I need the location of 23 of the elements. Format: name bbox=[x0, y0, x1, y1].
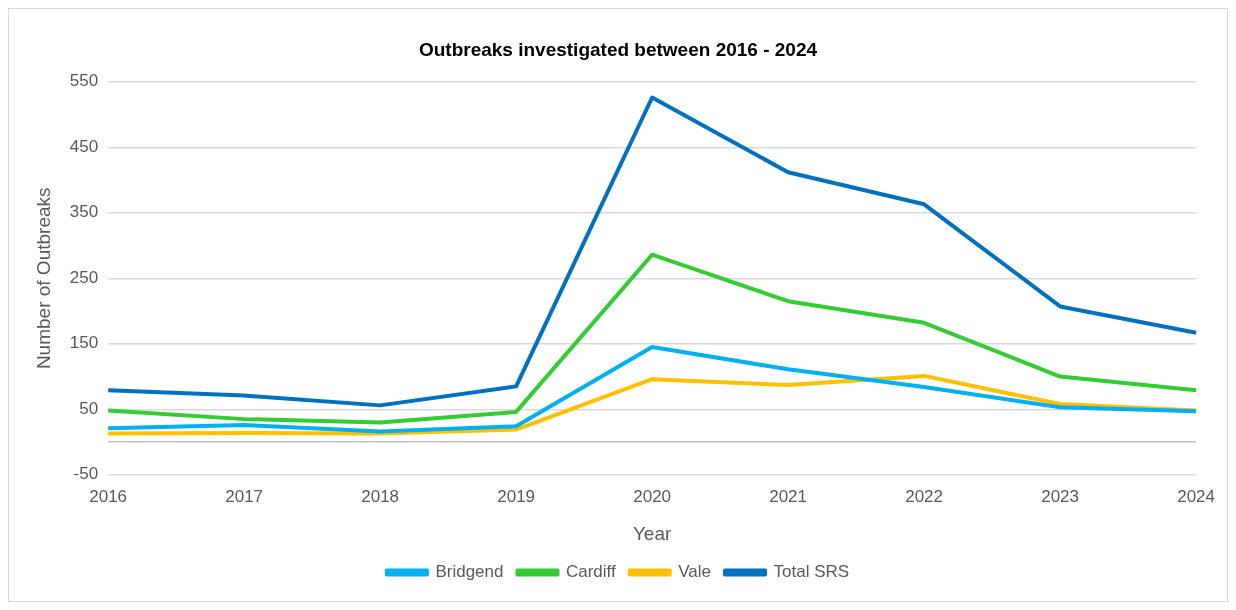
y-axis-title: Number of Outbreaks bbox=[32, 187, 54, 370]
x-tick-label: 2021 bbox=[769, 486, 808, 506]
legend-label: Bridgend bbox=[435, 562, 504, 582]
y-tick-label: 50 bbox=[79, 398, 99, 418]
legend-label: Total SRS bbox=[773, 562, 850, 582]
y-tick-label: 550 bbox=[69, 71, 99, 91]
y-tick-label: 450 bbox=[69, 136, 99, 156]
x-tick-label: 2020 bbox=[633, 486, 672, 506]
x-tick-label: 2024 bbox=[1177, 486, 1215, 506]
chart-title: Outbreaks investigated between 2016 - 2024 bbox=[418, 38, 818, 60]
x-tick-label: 2019 bbox=[497, 486, 536, 506]
x-tick-label: 2023 bbox=[1041, 486, 1080, 506]
y-tick-label: 250 bbox=[69, 267, 99, 287]
x-tick-label: 2018 bbox=[361, 486, 400, 506]
x-tick-label: 2017 bbox=[225, 486, 264, 506]
x-axis-title: Year bbox=[632, 522, 672, 544]
legend-label: Cardiff bbox=[565, 562, 617, 582]
y-tick-label: -50 bbox=[73, 464, 99, 484]
x-tick-label: 2016 bbox=[89, 486, 128, 506]
x-tick-label: 2022 bbox=[905, 486, 944, 506]
legend-label: Vale bbox=[678, 562, 711, 582]
y-tick-label: 150 bbox=[69, 333, 99, 353]
y-tick-label: 350 bbox=[69, 202, 99, 222]
